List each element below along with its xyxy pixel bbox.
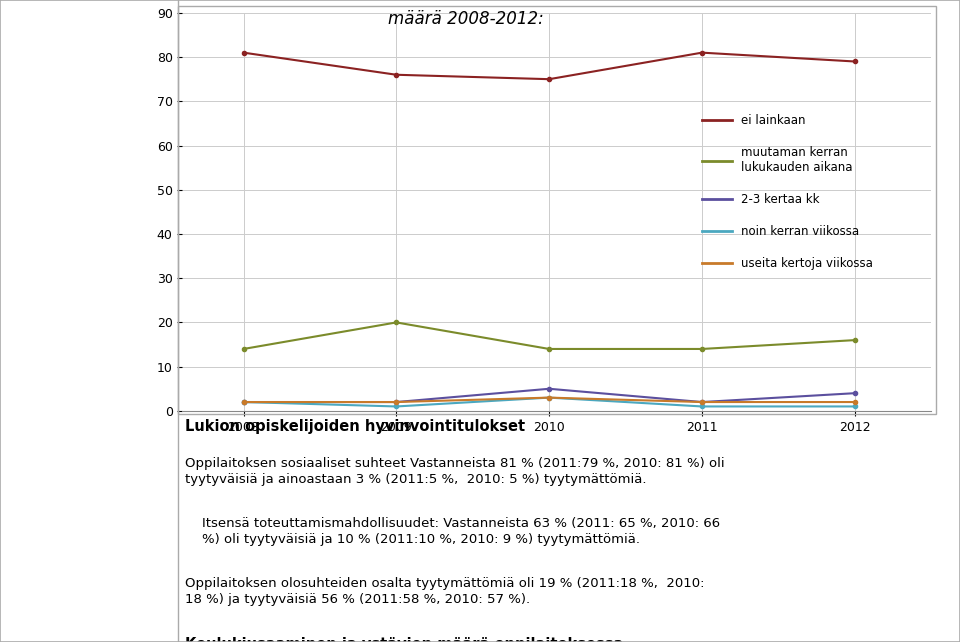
Legend: ei lainkaan, muutaman kerran
lukukauden aikana, 2-3 kertaa kk, noin kerran viiko: ei lainkaan, muutaman kerran lukukauden … xyxy=(698,109,877,275)
Text: Lukion opiskelijoiden hyvinvointitulokset: Lukion opiskelijoiden hyvinvointitulokse… xyxy=(185,419,525,435)
Text: määrä 2008-2012:: määrä 2008-2012: xyxy=(388,10,543,28)
Text: Itsensä toteuttamismahdollisuudet: Vastanneista 63 % (2011: 65 %, 2010: 66
    %: Itsensä toteuttamismahdollisuudet: Vasta… xyxy=(185,517,720,546)
Text: Oppilaitoksen olosuhteiden osalta tyytymättömiä oli 19 % (2011:18 %,  2010:
18 %: Oppilaitoksen olosuhteiden osalta tyytym… xyxy=(185,577,705,605)
Text: Koulukiusaaminen ja ystävien määrä oppilaitoksessa: Koulukiusaaminen ja ystävien määrä oppil… xyxy=(185,637,624,642)
Text: Oppilaitoksen sosiaaliset suhteet Vastanneista 81 % (2011:79 %, 2010: 81 %) oli
: Oppilaitoksen sosiaaliset suhteet Vastan… xyxy=(185,456,725,485)
